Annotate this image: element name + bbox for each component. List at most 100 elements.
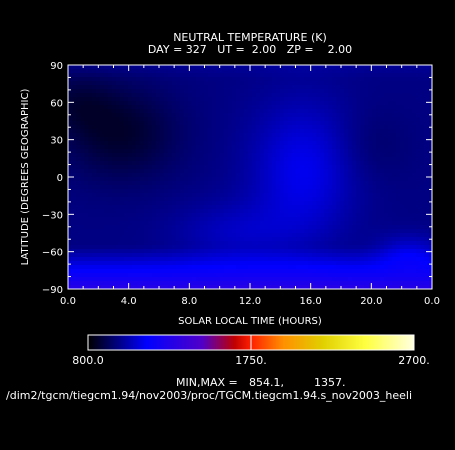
heatmap-cell (216, 109, 221, 114)
heatmap-cell (160, 189, 165, 194)
heatmap-cell (228, 125, 233, 130)
heatmap-cell (148, 165, 153, 170)
heatmap-cell (76, 241, 81, 246)
heatmap-cell (300, 189, 305, 194)
heatmap-cell (88, 273, 93, 278)
heatmap-cell (372, 97, 377, 102)
heatmap-cell (188, 73, 193, 78)
heatmap-cell (304, 221, 309, 226)
heatmap-cell (156, 253, 161, 258)
heatmap-cell (372, 237, 377, 242)
heatmap-cell (204, 177, 209, 182)
heatmap-cell (152, 85, 157, 90)
heatmap-cell (140, 85, 145, 90)
heatmap-cell (272, 253, 277, 258)
heatmap-cell (264, 77, 269, 82)
heatmap-cell (344, 81, 349, 86)
heatmap-cell (220, 281, 225, 286)
heatmap-cell (356, 169, 361, 174)
heatmap-cell (412, 161, 417, 166)
heatmap-cell (240, 169, 245, 174)
heatmap-cell (68, 221, 73, 226)
heatmap-cell (376, 93, 381, 98)
heatmap-cell (136, 133, 141, 138)
heatmap-cell (76, 117, 81, 122)
heatmap-cell (424, 189, 429, 194)
heatmap-cell (420, 221, 425, 226)
heatmap-cell (188, 133, 193, 138)
heatmap-cell (424, 153, 429, 158)
heatmap-cell (208, 249, 213, 254)
heatmap-cell (380, 93, 385, 98)
heatmap-cell (332, 173, 337, 178)
heatmap-cell (252, 153, 257, 158)
heatmap-cell (192, 241, 197, 246)
heatmap-cell (220, 101, 225, 106)
heatmap-cell (92, 69, 97, 74)
heatmap-cell (392, 169, 397, 174)
heatmap-cell (232, 77, 237, 82)
heatmap-cell (148, 273, 153, 278)
heatmap-cell (324, 233, 329, 238)
heatmap-cell (360, 193, 365, 198)
heatmap-cell (356, 221, 361, 226)
heatmap-cell (284, 253, 289, 258)
heatmap-cell (160, 181, 165, 186)
heatmap-cell (252, 77, 257, 82)
heatmap-cell (352, 173, 357, 178)
heatmap-cell (308, 193, 313, 198)
heatmap-cell (284, 69, 289, 74)
heatmap-cell (148, 245, 153, 250)
heatmap-cell (112, 213, 117, 218)
heatmap-cell (320, 169, 325, 174)
heatmap-cell (184, 113, 189, 118)
heatmap-cell (388, 181, 393, 186)
heatmap-cell (152, 193, 157, 198)
heatmap-cell (368, 113, 373, 118)
heatmap-cell (232, 121, 237, 126)
heatmap-cell (360, 189, 365, 194)
heatmap-cell (208, 181, 213, 186)
heatmap-cell (104, 97, 109, 102)
heatmap-cell (144, 93, 149, 98)
heatmap-cell (268, 121, 273, 126)
heatmap-cell (156, 93, 161, 98)
heatmap-cell (368, 201, 373, 206)
heatmap-cell (140, 161, 145, 166)
heatmap-cell (332, 117, 337, 122)
heatmap-cell (352, 101, 357, 106)
heatmap-cell (340, 133, 345, 138)
heatmap-cell (256, 125, 261, 130)
heatmap-cell (428, 213, 432, 218)
heatmap-cell (320, 97, 325, 102)
heatmap-cell (128, 105, 133, 110)
heatmap-cell (192, 89, 197, 94)
heatmap-cell (96, 89, 101, 94)
heatmap-cell (172, 273, 177, 278)
heatmap-cell (380, 221, 385, 226)
heatmap-cell (388, 229, 393, 234)
heatmap-cell (312, 97, 317, 102)
heatmap-cell (412, 253, 417, 258)
heatmap-cell (364, 277, 369, 282)
heatmap-cell (364, 261, 369, 266)
heatmap-cell (372, 77, 377, 82)
heatmap-cell (320, 229, 325, 234)
heatmap-cell (380, 269, 385, 274)
heatmap-cell (328, 125, 333, 130)
heatmap-cell (360, 137, 365, 142)
heatmap-cell (260, 157, 265, 162)
heatmap-cell (352, 213, 357, 218)
heatmap-cell (336, 121, 341, 126)
heatmap-cell (248, 233, 253, 238)
heatmap-cell (148, 77, 153, 82)
heatmap-cell (76, 101, 81, 106)
heatmap-cell (316, 137, 321, 142)
heatmap-cell (340, 169, 345, 174)
heatmap-cell (348, 193, 353, 198)
heatmap-cell (276, 157, 281, 162)
heatmap-cell (424, 161, 429, 166)
heatmap-cell (248, 257, 253, 262)
heatmap-cell (412, 77, 417, 82)
heatmap-cell (264, 85, 269, 90)
